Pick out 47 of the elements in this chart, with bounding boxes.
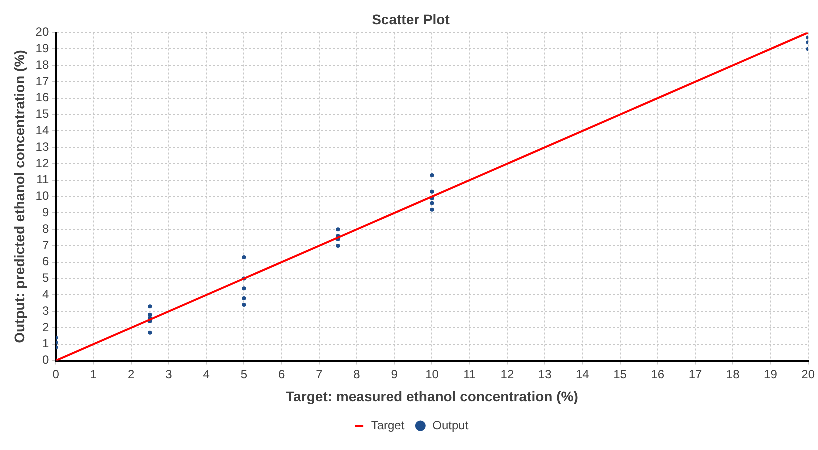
y-tick-label: 17 [36,74,50,88]
y-tick-label: 8 [42,222,50,236]
y-tick-label: 14 [36,124,50,138]
y-tick-label: 19 [36,42,50,56]
x-tick-label: 7 [316,367,324,382]
x-tick-label: 1 [90,367,98,382]
y-tick-label: 3 [42,304,50,318]
y-tick-label: 10 [36,189,50,204]
y-axis-title: Output: predicted ethanol concentration (%) [11,50,28,344]
x-tick-label: 2 [128,367,136,382]
x-tick-label: 12 [500,367,514,382]
x-tick-label: 8 [354,367,361,382]
x-tick-label: 19 [764,367,778,382]
x-axis-title: Target: measured ethanol concentration (%) [286,388,578,404]
legend-label: Output [432,418,470,432]
x-tick-label: 4 [203,367,210,382]
x-tick-label: 6 [278,367,286,382]
y-tick-label: 0 [42,353,50,368]
y-tick-label: 15 [36,107,50,122]
x-tick-label: 16 [651,367,665,382]
y-tick-label: 18 [36,58,50,72]
y-tick-label: 6 [42,254,50,269]
y-tick-label: 16 [36,90,50,105]
x-tick-label: 11 [464,367,476,382]
y-tick-label: 4 [42,288,50,302]
y-tick-label: 20 [36,25,50,40]
y-tick-label: 5 [42,271,50,286]
y-tick-label: 13 [36,140,50,154]
y-tick-label: 2 [42,320,50,334]
y-tick-label: 9 [42,206,50,220]
x-tick-label: 3 [166,367,173,382]
x-tick-label: 13 [538,367,552,382]
x-tick-label: 10 [426,367,440,382]
y-tick-label: 12 [36,156,50,170]
x-tick-label: 17 [688,367,702,382]
y-tick-label: 7 [42,238,50,252]
x-tick-label: 15 [614,367,628,382]
x-tick-label: 0 [52,367,60,382]
legend-label: Target [371,418,406,432]
x-tick-label: 5 [240,367,248,382]
x-tick-label: 18 [726,367,740,382]
x-tick-label: 9 [391,367,398,382]
x-tick-label: 14 [576,367,590,382]
x-tick-label: 20 [802,367,816,382]
y-tick-label: 11 [36,172,50,187]
y-tick-label: 1 [42,336,50,351]
chart-title: Scatter Plot [372,11,450,28]
